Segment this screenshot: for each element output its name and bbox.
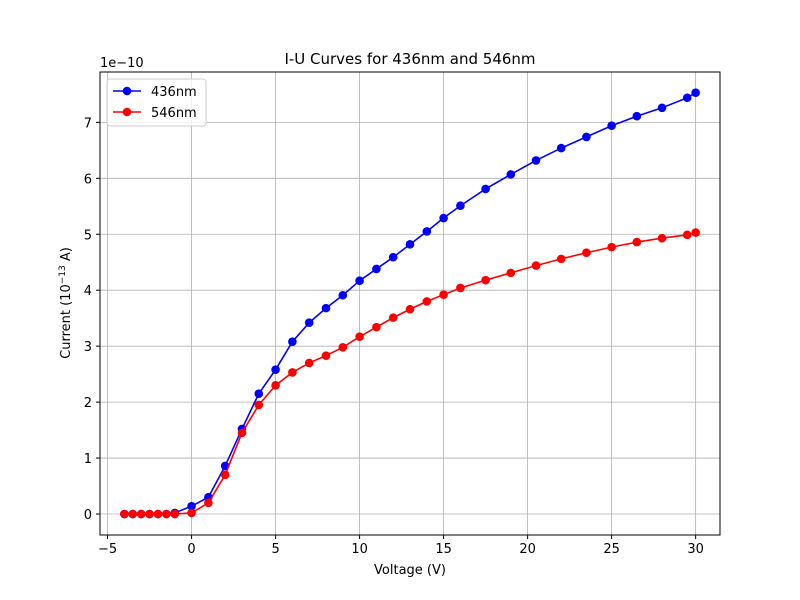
data-point-546nm	[254, 400, 264, 410]
data-point-436nm	[422, 227, 432, 236]
y-tick-label: 2	[84, 396, 92, 411]
data-point-436nm	[682, 93, 692, 103]
data-point-546nm	[304, 358, 314, 368]
data-point-546nm	[582, 248, 591, 258]
data-point-546nm	[145, 509, 154, 519]
y-tick-label: 6	[84, 172, 92, 187]
x-axis-ticks: −5 0 5 10 15 20 25 30	[98, 535, 704, 557]
data-point-436nm	[304, 318, 314, 327]
data-point-436nm	[439, 213, 448, 223]
grid-lines	[100, 72, 720, 535]
data-point-546nm	[422, 297, 432, 306]
data-point-436nm	[187, 501, 196, 511]
data-point-546nm	[128, 509, 138, 519]
x-tick-label: 15	[435, 542, 452, 557]
data-point-546nm	[632, 237, 642, 247]
y-axis-label-suffix: A)	[59, 247, 74, 265]
y-tick-label: 1	[84, 452, 92, 467]
x-tick-label: −5	[98, 542, 117, 557]
x-tick-label: 5	[271, 542, 279, 557]
data-point-546nm	[506, 268, 516, 278]
data-point-546nm	[220, 470, 230, 480]
data-point-546nm	[372, 322, 381, 332]
data-point-546nm	[237, 428, 247, 438]
data-point-546nm	[120, 509, 129, 519]
data-point-546nm	[388, 313, 398, 322]
legend-marker-436nm	[122, 86, 132, 96]
y-tick-label: 4	[84, 284, 92, 299]
data-point-546nm	[607, 242, 616, 252]
data-point-436nm	[254, 389, 264, 399]
data-point-436nm	[338, 290, 348, 300]
y-tick-label: 3	[84, 340, 92, 355]
y-axis-label-prefix: Current (10	[59, 284, 74, 359]
x-tick-label: 0	[187, 542, 195, 557]
data-point-546nm	[531, 261, 541, 270]
x-tick-label: 20	[519, 542, 536, 557]
data-point-436nm	[531, 156, 541, 165]
y-axis-label: Current (10−13 A)	[58, 247, 74, 359]
data-point-436nm	[657, 103, 667, 113]
series-layer	[120, 88, 700, 519]
data-point-436nm	[582, 132, 591, 142]
x-tick-label: 30	[687, 542, 704, 557]
x-tick-label: 25	[603, 542, 620, 557]
data-point-436nm	[456, 201, 465, 211]
data-point-436nm	[607, 121, 616, 131]
legend: 436nm 546nm	[106, 78, 207, 127]
data-point-546nm	[355, 332, 364, 341]
data-point-546nm	[439, 290, 448, 299]
data-point-436nm	[388, 252, 398, 262]
series-546nm	[120, 228, 700, 519]
data-point-546nm	[187, 508, 196, 518]
data-point-436nm	[271, 365, 280, 374]
data-point-436nm	[632, 111, 642, 121]
data-point-546nm	[481, 275, 490, 285]
data-point-436nm	[405, 240, 415, 249]
x-axis-label: Voltage (V)	[374, 563, 446, 578]
legend-marker-546nm	[122, 107, 132, 117]
data-point-546nm	[682, 230, 692, 240]
data-point-436nm	[288, 337, 297, 346]
data-point-436nm	[355, 276, 364, 285]
data-point-436nm	[481, 184, 490, 194]
x-tick-label: 10	[351, 542, 368, 557]
data-point-546nm	[153, 509, 163, 519]
data-point-436nm	[321, 303, 331, 313]
data-point-546nm	[321, 351, 331, 360]
data-point-436nm	[691, 88, 700, 98]
data-point-436nm	[556, 143, 566, 153]
y-tick-label: 5	[84, 228, 92, 243]
data-point-436nm	[506, 170, 516, 179]
chart-title: I-U Curves for 436nm and 546nm	[284, 50, 535, 68]
y-tick-label: 0	[84, 508, 92, 523]
data-point-546nm	[405, 304, 415, 314]
data-point-546nm	[170, 509, 180, 519]
data-point-436nm	[372, 264, 381, 274]
data-point-546nm	[691, 228, 700, 237]
plot-frame	[99, 71, 721, 536]
data-point-546nm	[288, 368, 297, 377]
data-point-546nm	[136, 509, 146, 519]
data-point-546nm	[657, 233, 667, 243]
legend-label-436nm: 436nm	[151, 85, 197, 100]
data-point-546nm	[338, 342, 348, 352]
y-axis-label-exponent: −13	[58, 265, 68, 284]
data-point-546nm	[271, 381, 280, 390]
data-point-546nm	[162, 509, 171, 519]
data-point-546nm	[556, 254, 566, 264]
data-point-546nm	[456, 283, 465, 293]
y-tick-label: 7	[84, 116, 92, 131]
legend-label-546nm: 546nm	[151, 106, 197, 121]
y-axis-ticks: 0 1 2 3 4 5 6 7	[84, 116, 100, 523]
data-point-546nm	[204, 498, 213, 508]
y-offset-text: 1e−10	[100, 56, 144, 71]
